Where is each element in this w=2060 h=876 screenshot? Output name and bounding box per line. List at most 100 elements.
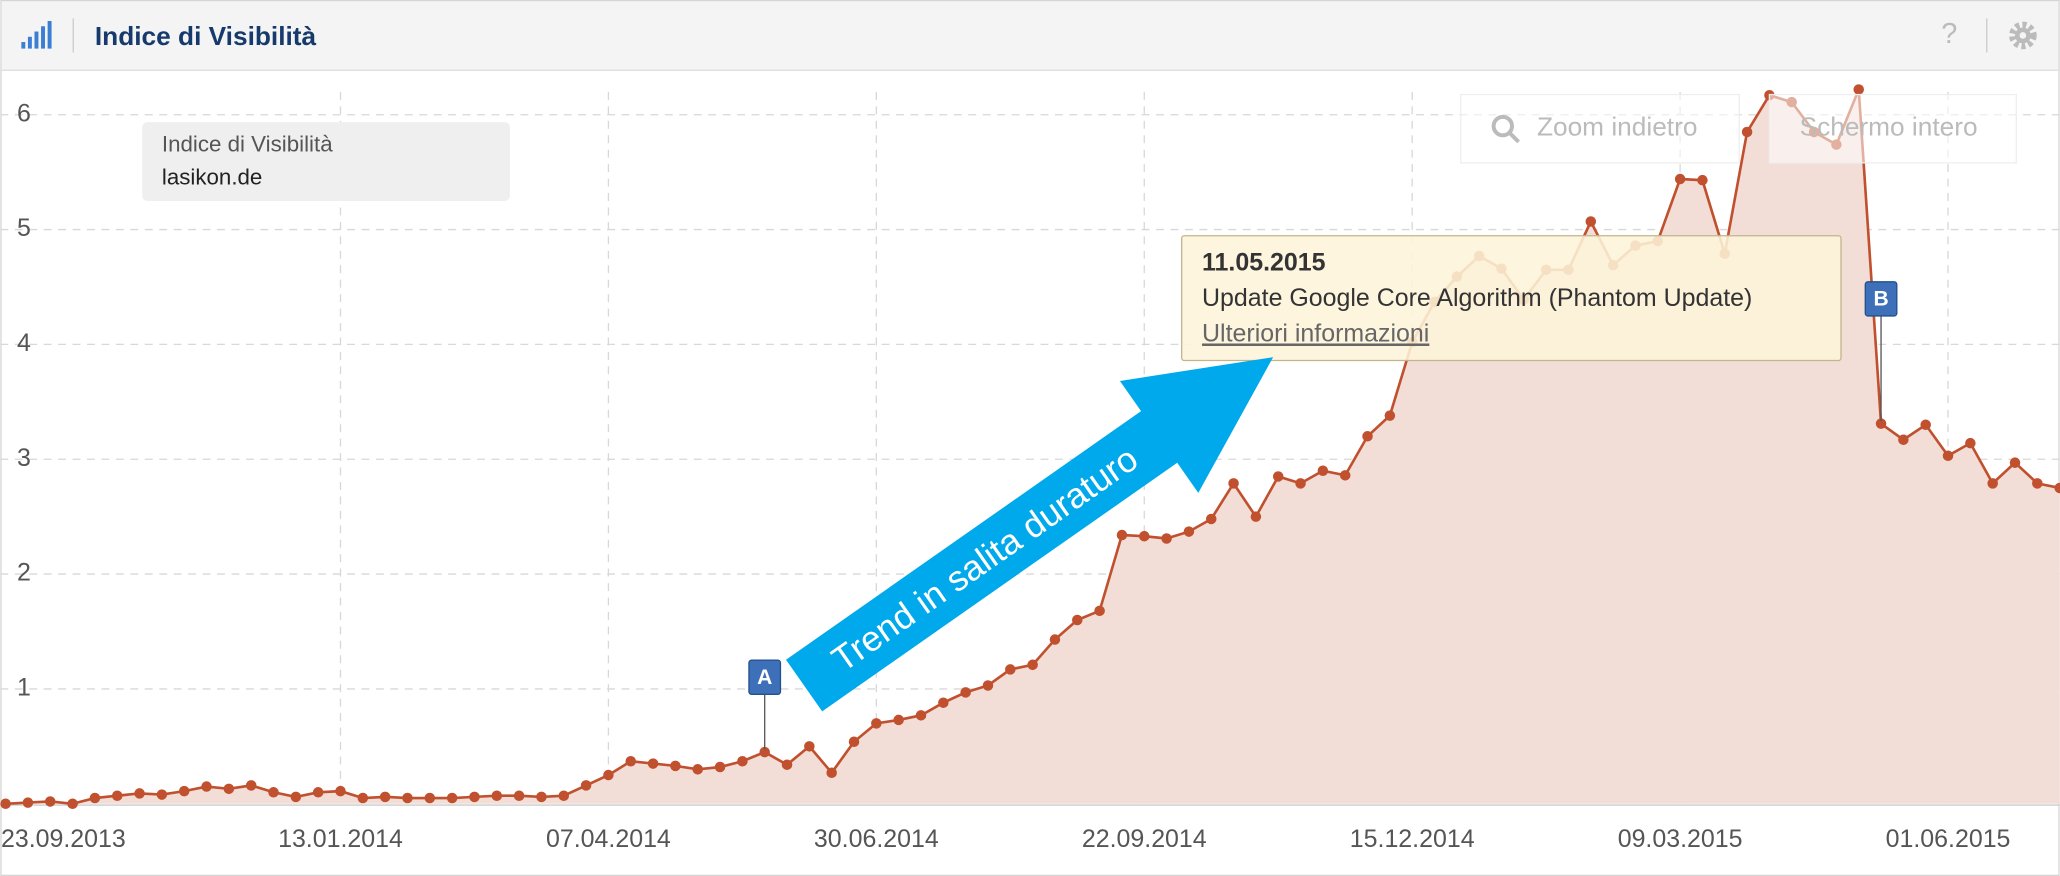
data-point [714,761,726,773]
data-point [469,791,480,803]
data-point [44,796,56,807]
y-tick-label: 2 [17,559,31,587]
data-point [1362,431,1373,442]
data-point [201,781,212,792]
tooltip-date: 11.05.2015 [1202,249,1326,277]
data-point [134,788,145,799]
data-point [0,798,11,810]
data-point [580,780,592,791]
data-point [156,789,168,800]
y-tick-label: 1 [17,674,31,702]
header-bar [1,1,2059,70]
data-point [2032,478,2043,489]
data-point [692,764,703,775]
data-point [603,769,614,781]
data-point [781,759,793,770]
data-point [1250,511,1262,522]
data-point [960,687,971,698]
data-point [111,790,123,801]
y-tick-label: 5 [17,214,31,242]
flag[interactable]: B [1864,281,1898,317]
data-point [22,797,34,808]
data-point [357,792,369,804]
data-point [1674,173,1686,185]
data-point [1898,434,1909,445]
flag-label: A [757,666,772,689]
data-point [402,792,413,804]
data-point [1116,529,1128,541]
button-label: Schermo intero [1800,112,1978,142]
data-point [1161,533,1172,544]
data-point [826,767,837,779]
visibility-icon [21,21,52,49]
legend-title: Indice di Visibilità [162,132,333,157]
data-point [1094,605,1105,617]
data-point [290,791,302,803]
data-point [759,746,770,758]
data-point [67,798,78,810]
settings-button[interactable] [2009,21,2037,50]
x-tick-label: 09.03.2015 [1618,825,1743,853]
data-point [223,783,235,795]
tooltip-link[interactable]: Ulteriori informazioni [1202,319,1429,347]
data-point [491,790,503,801]
button-label: Zoom indietro [1537,112,1697,142]
data-point [1987,478,1998,489]
data-point [245,780,257,791]
data-point [1339,470,1351,481]
data-point [2009,457,2021,468]
data-point [446,792,458,804]
data-point [1965,437,1976,449]
flag[interactable]: A [748,659,782,695]
data-point [2054,482,2060,494]
y-tick-label: 4 [17,329,31,357]
data-point [178,785,190,797]
legend-series: lasikon.de [162,165,262,190]
y-tick-label: 6 [17,99,31,127]
x-tick-label: 22.09.2014 [1082,825,1207,853]
x-tick-label: 01.06.2015 [1886,825,2011,853]
data-point [1741,126,1753,138]
data-point [670,760,681,772]
data-point [268,787,279,798]
data-point [893,714,904,726]
data-point [804,741,815,752]
legend-box [142,122,510,201]
data-point [424,792,436,804]
data-point [1920,419,1931,431]
data-point [89,792,101,804]
data-point [1853,84,1864,95]
button-box [1768,93,2017,164]
area-fill [5,89,2060,804]
data-point [1317,465,1329,476]
data-point [1697,174,1708,186]
arrow-shape [786,357,1274,712]
toolbar-button[interactable]: Schermo intero [1768,93,2017,164]
data-point [1228,478,1239,489]
x-tick-label: 13.01.2014 [278,825,403,853]
data-point [1585,216,1597,227]
data-point [737,756,748,767]
data-point [379,791,391,803]
data-point [1183,526,1195,537]
help-button[interactable]: ? [1941,18,1957,50]
data-point [1205,513,1217,525]
header-title: Indice di Visibilità [95,21,317,51]
search-icon [1491,114,1514,138]
data-point [625,756,636,767]
data-point [1049,634,1061,645]
tooltip-text: Update Google Core Algorithm (Phantom Up… [1202,284,1752,312]
data-point [938,697,949,708]
data-point [915,710,927,721]
toolbar-button[interactable]: Zoom indietro [1460,93,1740,164]
x-tick-label: 23.09.2013 [1,825,126,853]
flag-box [748,659,782,695]
data-point [1005,664,1016,675]
x-tick-label: 15.12.2014 [1350,825,1475,853]
data-point [1272,471,1284,482]
data-point [312,787,324,798]
data-point [982,680,994,691]
data-point [647,758,659,769]
button-box [1460,93,1740,164]
